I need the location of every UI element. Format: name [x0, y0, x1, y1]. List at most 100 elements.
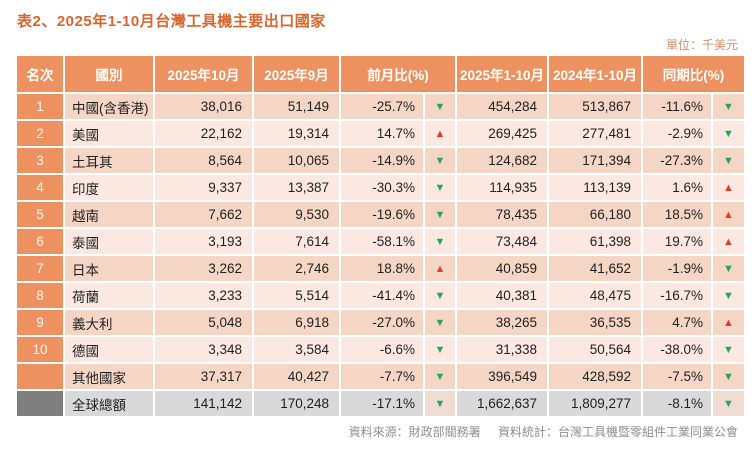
unit-label: 單位：千美元	[665, 38, 738, 52]
ytd2025-value-cell: 31,338	[457, 337, 547, 362]
ytd2024-value-cell: 428,592	[549, 364, 641, 389]
mom-value-cell: -19.6%	[341, 202, 423, 227]
ytd2025-value-cell: 73,484	[457, 229, 547, 254]
yoy-value-cell: -38.0%	[643, 337, 711, 362]
mom-trend-icon: ▼	[425, 391, 455, 416]
table-row: 4 印度 9,337 13,387 -30.3% ▼ 114,935 113,1…	[17, 175, 744, 200]
mom-trend-icon: ▼	[425, 229, 455, 254]
yoy-value-cell: -27.3%	[643, 148, 711, 173]
ytd2025-value-cell: 124,682	[457, 148, 547, 173]
ytd2025-value-cell: 38,265	[457, 310, 547, 335]
mom-value-cell: 18.8%	[341, 256, 423, 281]
mom-value-cell: -27.0%	[341, 310, 423, 335]
table-row: 8 荷蘭 3,233 5,514 -41.4% ▼ 40,381 48,475 …	[17, 283, 744, 308]
table-row: 6 泰國 3,193 7,614 -58.1% ▼ 73,484 61,398 …	[17, 229, 744, 254]
rank-cell: 7	[17, 256, 63, 281]
ytd2024-value-cell: 1,809,277	[549, 391, 641, 416]
yoy-trend-icon: ▲	[713, 229, 744, 254]
yoy-trend-icon: ▼	[713, 121, 744, 146]
ytd2024-value-cell: 513,867	[549, 94, 641, 119]
yoy-trend-icon: ▼	[713, 94, 744, 119]
ytd2024-value-cell: 50,564	[549, 337, 641, 362]
rank-cell	[17, 364, 63, 389]
yoy-value-cell: -16.7%	[643, 283, 711, 308]
country-cell: 其他國家	[65, 364, 153, 389]
yoy-value-cell: 4.7%	[643, 310, 711, 335]
yoy-trend-icon: ▼	[713, 283, 744, 308]
oct-value-cell: 5,048	[155, 310, 252, 335]
mom-trend-icon: ▼	[425, 94, 455, 119]
rank-cell: 8	[17, 283, 63, 308]
ytd2024-value-cell: 61,398	[549, 229, 641, 254]
sep-value-cell: 51,149	[254, 94, 339, 119]
mom-trend-icon: ▼	[425, 364, 455, 389]
country-cell: 泰國	[65, 229, 153, 254]
page-title: 表2、2025年1-10月台灣工具機主要出口國家	[17, 13, 326, 30]
yoy-value-cell: -1.9%	[643, 256, 711, 281]
rank-cell: 6	[17, 229, 63, 254]
mom-value-cell: 14.7%	[341, 121, 423, 146]
table-row-global-total: 全球總額 141,142 170,248 -17.1% ▼ 1,662,637 …	[17, 391, 744, 416]
table-row-others: 其他國家 37,317 40,427 -7.7% ▼ 396,549 428,5…	[17, 364, 744, 389]
mom-value-cell: -41.4%	[341, 283, 423, 308]
yoy-trend-icon: ▲	[713, 175, 744, 200]
oct-value-cell: 3,193	[155, 229, 252, 254]
rank-cell: 9	[17, 310, 63, 335]
country-cell: 全球總額	[65, 391, 153, 416]
mom-value-cell: -6.6%	[341, 337, 423, 362]
mom-value-cell: -7.7%	[341, 364, 423, 389]
oct-value-cell: 22,162	[155, 121, 252, 146]
header-rank: 名次	[17, 56, 63, 92]
ytd2025-value-cell: 40,381	[457, 283, 547, 308]
rank-cell: 5	[17, 202, 63, 227]
sep-value-cell: 40,427	[254, 364, 339, 389]
rank-cell: 10	[17, 337, 63, 362]
country-cell: 越南	[65, 202, 153, 227]
sep-value-cell: 13,387	[254, 175, 339, 200]
country-cell: 義大利	[65, 310, 153, 335]
yoy-value-cell: 18.5%	[643, 202, 711, 227]
country-cell: 土耳其	[65, 148, 153, 173]
rank-cell: 2	[17, 121, 63, 146]
sep-value-cell: 2,746	[254, 256, 339, 281]
yoy-trend-icon: ▼	[713, 364, 744, 389]
yoy-trend-icon: ▼	[713, 148, 744, 173]
rank-cell: 3	[17, 148, 63, 173]
header-mom-change: 前月比(%)	[341, 56, 455, 92]
oct-value-cell: 9,337	[155, 175, 252, 200]
yoy-value-cell: 19.7%	[643, 229, 711, 254]
mom-trend-icon: ▼	[425, 337, 455, 362]
table-row: 9 義大利 5,048 6,918 -27.0% ▼ 38,265 36,535…	[17, 310, 744, 335]
ytd2024-value-cell: 113,139	[549, 175, 641, 200]
header-sep-2025: 2025年9月	[254, 56, 339, 92]
export-countries-table: 名次 國別 2025年10月 2025年9月 前月比(%) 2025年1-10月…	[15, 54, 746, 418]
header-country: 國別	[65, 56, 153, 92]
rank-cell: 4	[17, 175, 63, 200]
mom-trend-icon: ▼	[425, 310, 455, 335]
yoy-trend-icon: ▼	[713, 256, 744, 281]
data-source-note: 資料來源：財政部關務署 資料統計：台灣工具機暨零組件工業同業公會	[17, 423, 738, 440]
ytd2025-value-cell: 114,935	[457, 175, 547, 200]
page: 表2、2025年1-10月台灣工具機主要出口國家 單位：千美元 名次 國別 20…	[15, 13, 746, 440]
mom-trend-icon: ▼	[425, 175, 455, 200]
country-cell: 德國	[65, 337, 153, 362]
mom-trend-icon: ▼	[425, 148, 455, 173]
country-cell: 美國	[65, 121, 153, 146]
yoy-value-cell: 1.6%	[643, 175, 711, 200]
oct-value-cell: 8,564	[155, 148, 252, 173]
ytd2025-value-cell: 1,662,637	[457, 391, 547, 416]
header-ytd-2025: 2025年1-10月	[457, 56, 547, 92]
source-label: 資料來源：財政部關務署	[348, 425, 481, 439]
header-yoy-change: 同期比(%)	[643, 56, 744, 92]
country-cell: 日本	[65, 256, 153, 281]
sep-value-cell: 6,918	[254, 310, 339, 335]
table-header-row: 名次 國別 2025年10月 2025年9月 前月比(%) 2025年1-10月…	[17, 56, 744, 92]
table-row: 10 德國 3,348 3,584 -6.6% ▼ 31,338 50,564 …	[17, 337, 744, 362]
ytd2024-value-cell: 41,652	[549, 256, 641, 281]
ytd2024-value-cell: 277,481	[549, 121, 641, 146]
rank-cell: 1	[17, 94, 63, 119]
yoy-value-cell: -8.1%	[643, 391, 711, 416]
oct-value-cell: 3,348	[155, 337, 252, 362]
oct-value-cell: 3,233	[155, 283, 252, 308]
ytd2024-value-cell: 171,394	[549, 148, 641, 173]
